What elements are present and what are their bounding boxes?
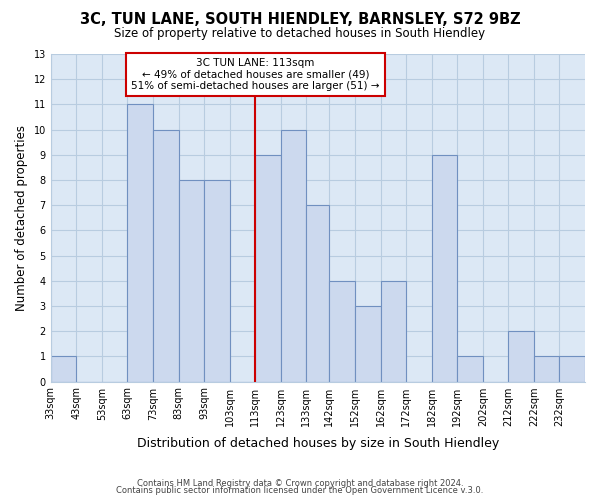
Text: Contains HM Land Registry data © Crown copyright and database right 2024.: Contains HM Land Registry data © Crown c… xyxy=(137,478,463,488)
Bar xyxy=(534,356,559,382)
Bar xyxy=(204,180,230,382)
Text: Size of property relative to detached houses in South Hiendley: Size of property relative to detached ho… xyxy=(115,28,485,40)
Bar xyxy=(307,205,329,382)
Bar xyxy=(559,356,585,382)
Bar xyxy=(380,281,406,382)
X-axis label: Distribution of detached houses by size in South Hiendley: Distribution of detached houses by size … xyxy=(137,437,499,450)
Text: 3C TUN LANE: 113sqm
← 49% of detached houses are smaller (49)
51% of semi-detach: 3C TUN LANE: 113sqm ← 49% of detached ho… xyxy=(131,58,380,91)
Bar xyxy=(457,356,483,382)
Bar xyxy=(153,130,179,382)
Bar xyxy=(281,130,307,382)
Bar xyxy=(255,155,281,382)
Bar xyxy=(355,306,380,382)
Bar xyxy=(431,155,457,382)
Bar xyxy=(329,281,355,382)
Bar xyxy=(127,104,153,382)
Text: 3C, TUN LANE, SOUTH HIENDLEY, BARNSLEY, S72 9BZ: 3C, TUN LANE, SOUTH HIENDLEY, BARNSLEY, … xyxy=(80,12,520,28)
Y-axis label: Number of detached properties: Number of detached properties xyxy=(15,125,28,311)
Text: Contains public sector information licensed under the Open Government Licence v.: Contains public sector information licen… xyxy=(116,486,484,495)
Bar xyxy=(51,356,76,382)
Bar xyxy=(179,180,204,382)
Bar xyxy=(508,331,534,382)
